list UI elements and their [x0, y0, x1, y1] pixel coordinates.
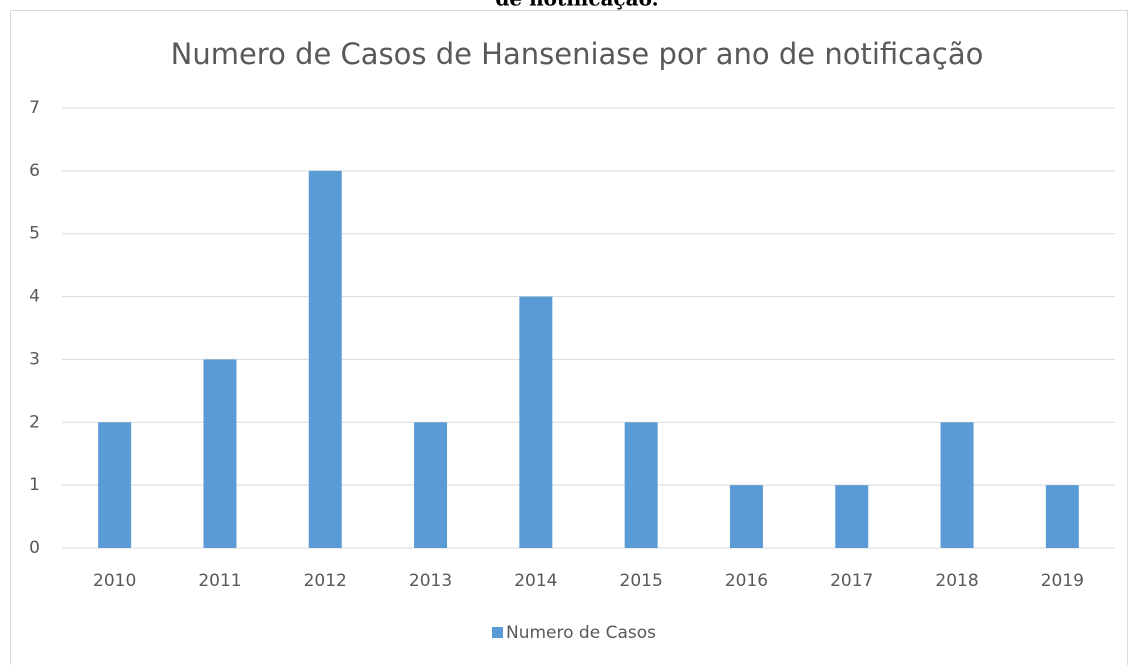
- x-tick-label: 2014: [514, 571, 557, 591]
- bar: [729, 485, 763, 548]
- x-tick-label: 2013: [409, 571, 452, 591]
- bar: [519, 296, 553, 548]
- bar: [835, 485, 869, 548]
- bar: [414, 422, 448, 548]
- x-tick-label: 2017: [830, 571, 873, 591]
- y-tick-label: 2: [29, 412, 40, 432]
- x-tick-label: 2015: [620, 571, 663, 591]
- y-tick-label: 6: [29, 161, 40, 181]
- x-tick-label: 2018: [935, 571, 978, 591]
- x-tick-label: 2012: [304, 571, 347, 591]
- bar: [98, 422, 132, 548]
- bar: [308, 170, 342, 548]
- y-tick-label: 7: [29, 98, 40, 118]
- x-tick-label: 2019: [1041, 571, 1084, 591]
- bar: [1045, 485, 1079, 548]
- chart-title: Numero de Casos de Hanseniase por ano de…: [171, 37, 984, 71]
- bar: [203, 359, 237, 548]
- bar: [624, 422, 658, 548]
- y-tick-label: 4: [29, 287, 40, 307]
- caption: de notificação.: [495, 0, 658, 11]
- y-tick-label: 1: [29, 475, 40, 495]
- x-tick-label: 2011: [198, 571, 241, 591]
- bar: [940, 422, 974, 548]
- y-tick-label: 5: [29, 224, 40, 244]
- x-tick-label: 2016: [725, 571, 768, 591]
- chart-border: [10, 10, 1128, 665]
- y-tick-label: 0: [29, 538, 40, 558]
- y-tick-label: 3: [29, 349, 40, 369]
- legend-label: Numero de Casos: [506, 623, 656, 643]
- legend-swatch: [492, 627, 503, 638]
- x-tick-label: 2010: [93, 571, 136, 591]
